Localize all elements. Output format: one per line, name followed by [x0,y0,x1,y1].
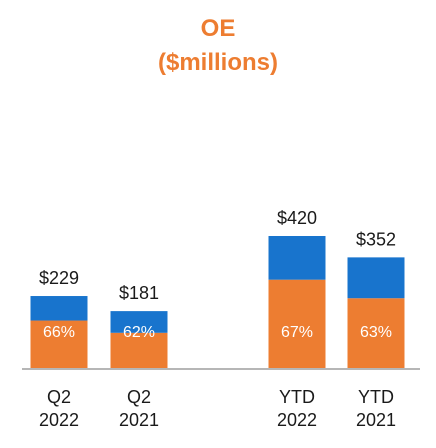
bar-value-label: $229 [39,268,79,288]
bar-value-label: $352 [356,229,396,249]
category-label-line2: 2022 [277,410,317,430]
chart-title: OE [201,15,236,42]
bar-segment-bottom [347,298,405,368]
chart-subtitle: ($millions) [158,49,278,76]
category-label-line2: 2021 [356,410,396,430]
bar-segment-top [30,296,88,321]
bar-percent-label: 62% [123,324,155,341]
category-label-line1: YTD [279,387,315,407]
bar-segment-top [110,311,168,333]
bar-percent-label: 67% [281,324,313,341]
bar-segment-bottom [268,279,326,368]
bar-percent-label: 66% [43,324,75,341]
category-label-line2: 2022 [39,410,79,430]
category-label-line1: Q2 [47,387,71,407]
bar-segment-bottom [30,320,88,368]
bar-segment-bottom [110,332,168,368]
category-label-line1: YTD [358,387,394,407]
bar-value-label: $420 [277,208,317,228]
category-label-line2: 2021 [119,410,159,430]
labels-layer: $229 66% Q2 2022 $181 62% Q2 2021 $420 67% YTD 2022… [39,208,396,430]
bar-value-label: $181 [119,283,159,303]
bar-percent-label: 63% [360,324,392,341]
bars-layer [30,236,405,368]
bar-segment-top [347,257,405,299]
category-label-line1: Q2 [127,387,151,407]
bar-segment-top [268,236,326,280]
